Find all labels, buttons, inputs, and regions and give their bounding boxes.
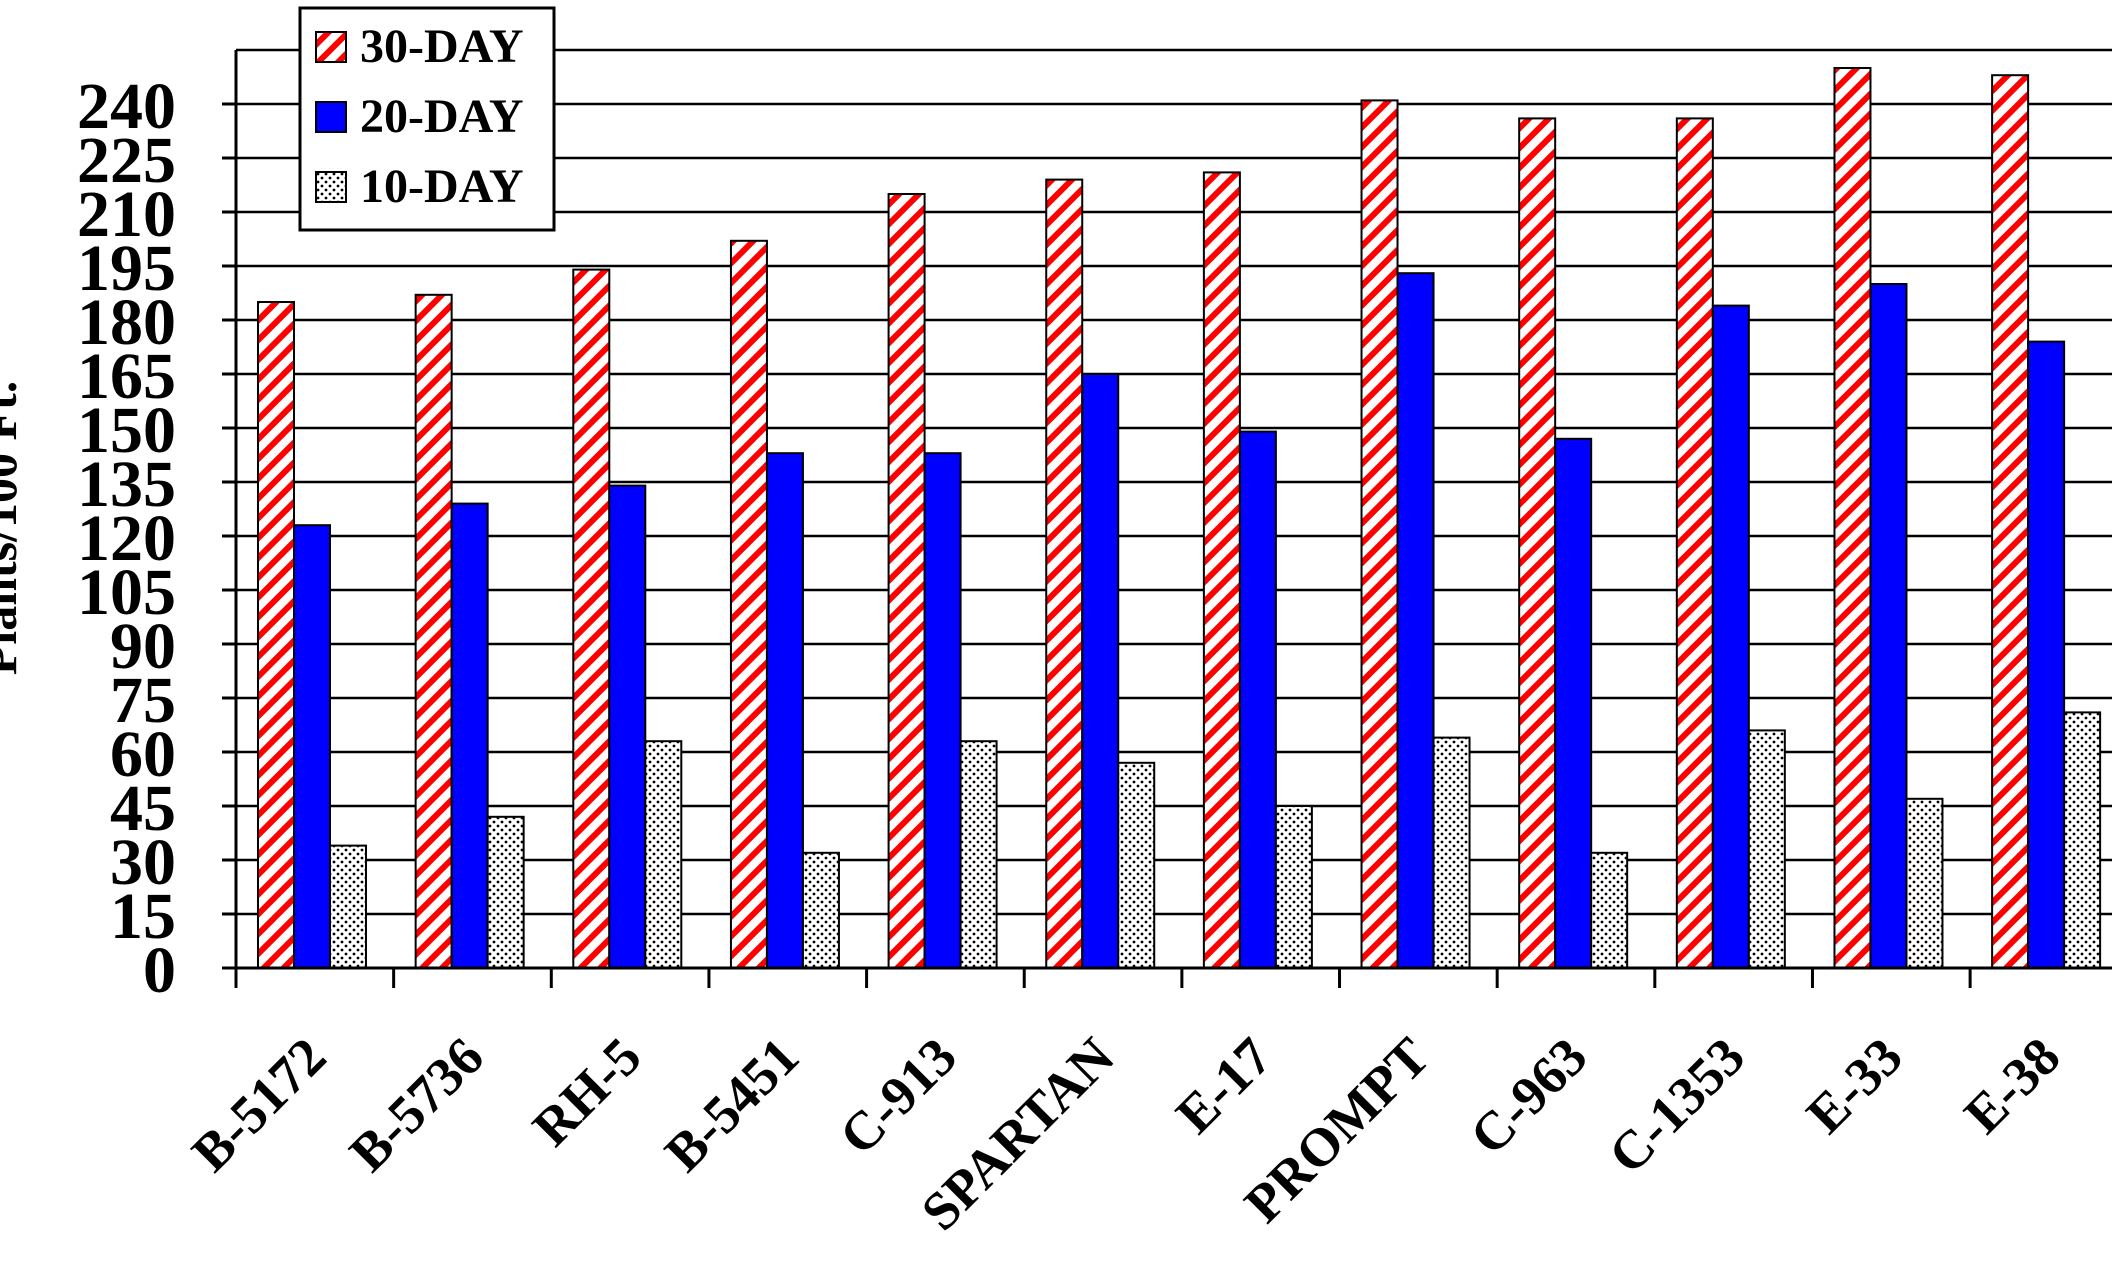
bar-30-day-b-5736 [414, 293, 453, 969]
bar-20-day-c-1353 [1711, 304, 1750, 970]
y-axis-title: Plants/100 Ft. [0, 381, 27, 675]
y-tick-label: 135 [77, 448, 176, 521]
bar-30-day-e-17 [1202, 171, 1241, 969]
x-tick-label: E-38 [1953, 1026, 2072, 1145]
bar-10-day-c-1353 [1747, 729, 1786, 970]
bar-20-day-c-963 [1554, 437, 1593, 969]
y-tick-label: 120 [77, 502, 176, 575]
bar-10-day-c-963 [1590, 851, 1629, 969]
bar-20-day-e-38 [2027, 340, 2066, 970]
x-tick-label: E-17 [1164, 1026, 1283, 1145]
bar-20-day-spartan [1081, 373, 1120, 969]
bar-10-day-b-5736 [486, 815, 525, 969]
bar-20-day-prompt [1396, 272, 1435, 969]
x-tick-label: RH-5 [521, 1026, 653, 1158]
y-tick-label: 225 [77, 124, 176, 197]
bar-20-day-e-33 [1869, 283, 1908, 969]
y-tick-label: 90 [110, 610, 176, 683]
y-tick-label: 150 [77, 394, 176, 467]
bar-10-day-c-913 [959, 740, 998, 970]
bar-10-day-prompt [1432, 736, 1471, 969]
bar-20-day-e-17 [1238, 430, 1277, 970]
x-tick-label: C-963 [1458, 1026, 1598, 1166]
bar-10-day-e-17 [1274, 805, 1313, 969]
bar-30-day-c-1353 [1675, 117, 1714, 969]
bar-20-day-b-5172 [293, 524, 331, 969]
bars [257, 67, 2102, 970]
bar-30-day-prompt [1360, 99, 1399, 969]
legend-label-20-day: 20-DAY [360, 90, 524, 143]
gridlines [236, 48, 2112, 916]
bar-30-day-spartan [1045, 178, 1084, 970]
bar-30-day-e-38 [1991, 74, 2030, 969]
bar-20-day-rh-5 [608, 484, 647, 969]
legend: 30-DAY 20-DAY 10-DAY [298, 6, 556, 232]
bar-30-day-b-5451 [729, 239, 768, 970]
y-tick-label: 15 [110, 880, 176, 953]
bar-20-day-b-5451 [765, 452, 804, 969]
bar-20-day-c-913 [923, 452, 962, 969]
y-tick-labels: 0153045607590105120135150165180195210225… [77, 70, 176, 1007]
x-tick-label: B-5451 [653, 1026, 810, 1183]
bar-10-day-e-33 [1905, 797, 1944, 969]
axes [222, 50, 2112, 988]
y-tick-label: 240 [77, 70, 176, 143]
y-tick-label: 60 [110, 718, 176, 791]
bar-10-day-b-5172 [329, 844, 367, 969]
bar-10-day-e-38 [2063, 711, 2102, 970]
legend-label-10-day: 10-DAY [360, 160, 524, 213]
y-tick-label: 165 [77, 340, 176, 413]
bar-10-day-b-5451 [801, 851, 840, 969]
bar-30-day-e-33 [1833, 67, 1872, 969]
y-tick-label: 105 [77, 556, 176, 629]
y-tick-label: 0 [143, 934, 176, 1007]
y-tick-label: 45 [110, 772, 176, 845]
bar-10-day-rh-5 [644, 740, 683, 970]
x-tick-label: B-5172 [180, 1026, 337, 1183]
bar-30-day-c-963 [1518, 117, 1557, 969]
x-tick-label: E-33 [1795, 1026, 1914, 1145]
bar-10-day-spartan [1117, 761, 1156, 969]
bar-30-day-c-913 [887, 193, 926, 969]
y-tick-label: 180 [77, 286, 176, 359]
y-tick-label: 195 [77, 232, 176, 305]
y-tick-label: 30 [110, 826, 176, 899]
x-tick-label: C-913 [828, 1026, 968, 1166]
y-tick-label: 210 [77, 178, 176, 251]
legend-swatch-10-day [315, 171, 347, 203]
x-tick-label: C-1353 [1597, 1026, 1756, 1185]
legend-swatch-20-day [315, 101, 347, 133]
bar-30-day-rh-5 [572, 268, 611, 970]
bar-20-day-b-5736 [450, 502, 489, 969]
x-tick-label: B-5736 [338, 1026, 495, 1183]
legend-swatch-30-day [315, 31, 347, 63]
bar-30-day-b-5172 [257, 301, 295, 969]
y-tick-label: 75 [110, 664, 176, 737]
legend-label-30-day: 30-DAY [360, 20, 524, 73]
